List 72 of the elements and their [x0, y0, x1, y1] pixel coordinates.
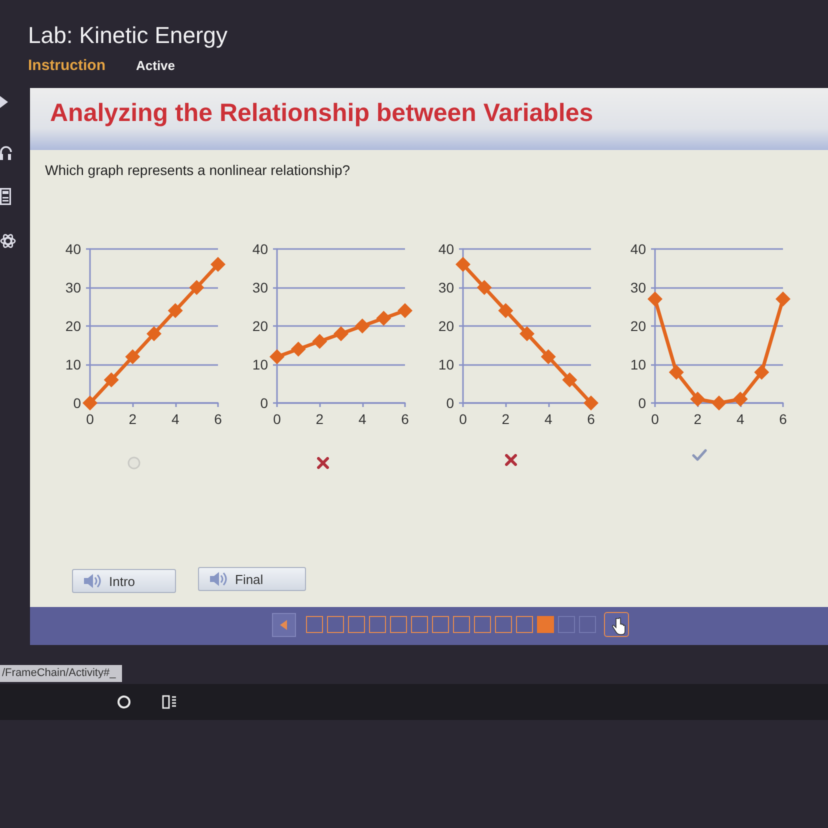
text: Intro: [109, 574, 136, 588]
point: [648, 292, 662, 307]
x-tick-label: 6: [401, 411, 410, 427]
y-tick-label: 20: [65, 318, 82, 334]
y-tick-label: 20: [630, 318, 646, 334]
x-tick-label: 2: [502, 411, 510, 427]
x-tick-label: 2: [694, 411, 702, 427]
point: [312, 334, 328, 349]
point: [146, 326, 162, 342]
text: /FrameChain/Activity#_: [0, 665, 122, 682]
text: Active: [136, 58, 176, 73]
point: [668, 364, 684, 380]
point: [189, 280, 204, 295]
y-tick-label: 40: [252, 241, 268, 257]
y-tick-label: 0: [638, 395, 646, 411]
point: [104, 372, 119, 388]
point: [270, 349, 284, 364]
point: [456, 256, 470, 272]
y-tick-label: 40: [630, 241, 646, 257]
point: [354, 318, 370, 334]
point: [82, 396, 98, 410]
point: [712, 396, 726, 410]
point: [476, 280, 492, 295]
point: [562, 372, 578, 388]
y-tick-label: 20: [252, 318, 268, 334]
y-tick-label: 10: [630, 356, 646, 372]
y-tick-label: 30: [630, 280, 646, 296]
text: Instruction: [28, 57, 106, 74]
x-tick-label: 0: [86, 411, 94, 427]
y-tick-label: 0: [446, 395, 454, 411]
text: Lab: Kinetic Energy: [28, 22, 228, 49]
y-tick-label: 0: [260, 395, 268, 411]
point: [540, 349, 556, 364]
point: [498, 303, 514, 318]
point: [776, 292, 790, 307]
point: [334, 326, 348, 342]
x-tick-label: 4: [358, 411, 366, 427]
x-tick-label: 0: [651, 411, 660, 427]
y-tick-label: 40: [65, 241, 82, 257]
point: [732, 392, 748, 407]
y-tick-label: 40: [438, 241, 454, 257]
point: [125, 349, 140, 364]
point: [376, 310, 392, 326]
point: [584, 396, 598, 410]
chart-subtitle: Which graph represents a nonlinear relationship?: [45, 162, 350, 178]
point: [290, 342, 306, 357]
x-tick-label: 6: [779, 411, 788, 427]
x-tick-label: 4: [544, 411, 552, 427]
y-tick-label: 10: [252, 356, 268, 372]
x-tick-label: 4: [736, 411, 744, 427]
y-tick-label: 30: [438, 280, 454, 296]
x-tick-label: 0: [273, 411, 282, 427]
point: [520, 326, 534, 342]
text: Final: [235, 572, 264, 586]
x-tick-label: 0: [459, 411, 468, 427]
x-tick-label: 6: [587, 411, 596, 427]
x-tick-label: 2: [128, 411, 137, 427]
x-tick-label: 2: [316, 411, 324, 427]
x-tick-label: 6: [214, 411, 222, 427]
y-tick-label: 20: [438, 318, 454, 334]
point: [210, 256, 226, 272]
y-tick-label: 30: [252, 280, 268, 296]
x-tick-label: 4: [171, 411, 180, 427]
y-tick-label: 30: [65, 280, 82, 296]
point: [754, 364, 770, 380]
y-tick-label: 0: [73, 395, 82, 411]
y-tick-label: 10: [438, 356, 454, 372]
point: [168, 303, 183, 318]
point: [398, 303, 412, 318]
y-tick-label: 10: [65, 356, 82, 372]
text: Analyzing the Relationship between Variables: [50, 99, 594, 128]
point: [690, 392, 706, 407]
